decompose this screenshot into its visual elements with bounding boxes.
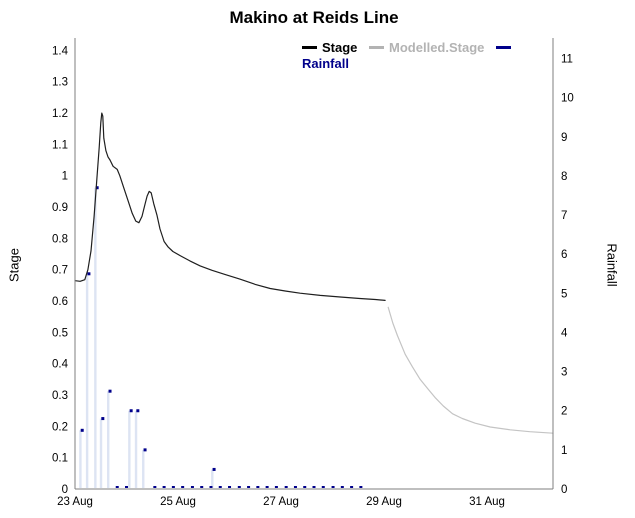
legend-row-1: Stage Modelled.Stage — [302, 40, 516, 56]
modelled-stage-legend-dash-icon — [369, 46, 385, 50]
date-tick-label: 29 Aug — [366, 496, 402, 508]
rainfall-point — [143, 448, 147, 452]
stage-legend-label: Stage — [322, 40, 358, 55]
date-tick-label: 31 Aug — [469, 496, 505, 508]
rainfall-zero-point — [237, 486, 241, 488]
rainfall-zero-point — [265, 486, 269, 488]
rainfall-point — [80, 428, 84, 432]
rainfall-zero-point — [200, 486, 204, 488]
rainfall-tick-label: 11 — [561, 54, 573, 66]
rainfall-legend-dash-icon — [496, 46, 512, 50]
stage-tick-label: 0.1 — [52, 453, 68, 465]
rainfall-tick-label: 9 — [561, 132, 567, 144]
rainfall-bar — [134, 410, 138, 488]
rainfall-bar — [142, 449, 145, 488]
rainfall-tick-label: 4 — [561, 327, 568, 339]
rainfall-zero-point — [359, 486, 363, 488]
rainfall-point — [87, 272, 91, 276]
rainfall-point — [212, 467, 216, 471]
chart-title: Makino at Reids Line — [229, 8, 399, 27]
rainfall-point — [101, 417, 105, 421]
rainfall-zero-point — [274, 486, 278, 488]
stage-tick-label: 0.6 — [52, 296, 68, 308]
rainfall-bar — [94, 187, 97, 488]
rainfall-bar — [85, 273, 89, 488]
rainfall-zero-point — [321, 486, 325, 488]
legend-row-2: Rainfall — [302, 56, 516, 72]
rainfall-zero-point — [153, 486, 157, 488]
stage-tick-label: 0.3 — [52, 390, 68, 402]
rainfall-point — [129, 409, 133, 413]
date-tick-label: 23 Aug — [57, 496, 93, 508]
stage-tick-label: 1.2 — [52, 108, 68, 120]
chart-legend: Stage Modelled.Stage Rainfall — [302, 40, 516, 72]
rainfall-zero-point — [228, 486, 232, 488]
rainfall-point — [136, 409, 140, 413]
rainfall-zero-point — [125, 486, 129, 488]
stage-tick-label: 0.2 — [52, 421, 68, 433]
stage-tick-label: 0.5 — [52, 327, 68, 339]
stage-tick-label: 1.1 — [52, 139, 68, 151]
rainfall-zero-point — [331, 486, 335, 488]
rainfall-zero-point — [256, 486, 260, 488]
rainfall-bar — [211, 469, 214, 488]
rainfall-zero-point — [340, 486, 344, 488]
rainfall-zero-point — [312, 486, 316, 488]
rainfall-bar — [99, 418, 103, 488]
rainfall-zero-point — [181, 486, 185, 488]
stage-tick-label: 0.7 — [52, 265, 68, 277]
rainfall-zero-point — [247, 486, 251, 488]
date-tick-label: 25 Aug — [160, 496, 196, 508]
rainfall-zero-point — [162, 486, 166, 488]
rainfall-bar — [128, 410, 131, 488]
stage-legend-dash-icon — [302, 46, 317, 50]
stage-tick-label: 0 — [62, 484, 68, 496]
rainfall-point — [108, 389, 112, 393]
stage-tick-label: 1.3 — [52, 77, 68, 89]
rainfall-tick-label: 0 — [561, 484, 567, 496]
rainfall-zero-point — [218, 486, 222, 488]
modelled-stage-line — [387, 306, 554, 434]
modelled-stage-legend-label: Modelled.Stage — [389, 40, 485, 55]
rainfall-tick-label: 3 — [561, 367, 567, 379]
rainfall-tick-label: 1 — [561, 445, 567, 457]
stage-line — [74, 112, 386, 301]
stage-tick-label: 0.9 — [52, 202, 68, 214]
rainfall-bar — [79, 430, 82, 488]
rainfall-zero-point — [115, 486, 119, 488]
rainfall-tick-label: 10 — [561, 93, 574, 105]
rainfall-legend-label: Rainfall — [302, 56, 349, 71]
rainfall-zero-point — [190, 486, 194, 488]
stage-tick-label: 0.8 — [52, 233, 68, 245]
rainfall-zero-point — [303, 486, 307, 488]
date-tick-label: 27 Aug — [263, 496, 299, 508]
stage-tick-label: 0.4 — [52, 359, 69, 371]
stage-tick-label: 1.4 — [52, 45, 69, 57]
rainfall-zero-point — [171, 486, 175, 488]
rainfall-zero-point — [209, 486, 213, 488]
rainfall-bar — [107, 391, 110, 488]
rainfall-zero-point — [284, 486, 288, 488]
rainfall-tick-label: 2 — [561, 406, 567, 418]
rainfall-point — [95, 186, 99, 190]
rainfall-tick-label: 5 — [561, 288, 567, 300]
rainfall-zero-point — [293, 486, 297, 488]
rainfall-zero-point — [350, 486, 354, 488]
rainfall-tick-label: 6 — [561, 249, 567, 261]
stage-tick-label: 1 — [62, 171, 68, 183]
rainfall-tick-label: 8 — [561, 171, 567, 183]
rainfall-tick-label: 7 — [561, 210, 567, 222]
